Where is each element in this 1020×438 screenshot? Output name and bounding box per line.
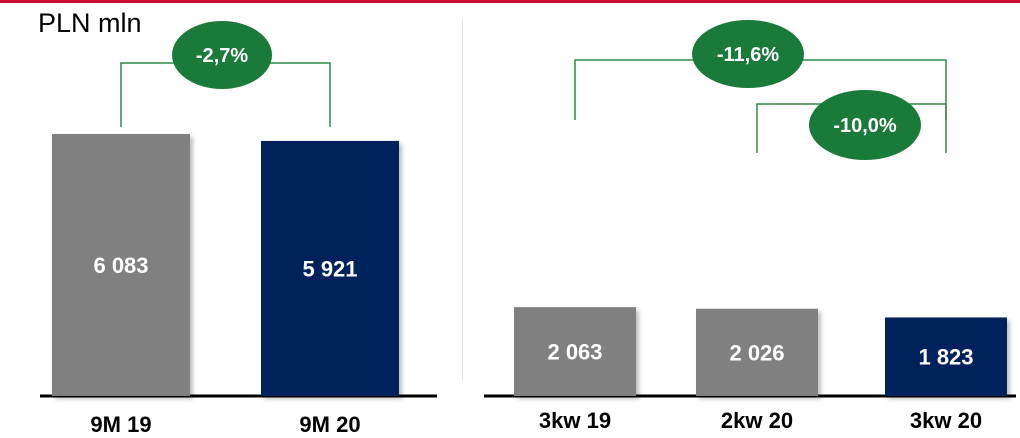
category-label: 9M 20 — [299, 412, 360, 437]
change-badge — [809, 90, 921, 160]
category-label: 2kw 20 — [721, 408, 793, 433]
change-badge — [692, 20, 804, 88]
change-label: -10,0% — [833, 115, 897, 137]
bar-9m-20 — [261, 140, 399, 396]
unit-label: PLN mln — [38, 8, 142, 38]
panel-divider — [462, 18, 463, 380]
bar-3kw-19 — [514, 307, 636, 396]
bar-3kw-20 — [885, 317, 1007, 396]
bar-value-label: 6 083 — [93, 253, 148, 278]
category-label: 3kw 19 — [539, 408, 611, 433]
bar-value-label: 1 823 — [918, 345, 973, 370]
bar-value-label: 2 026 — [729, 340, 784, 365]
category-label: 3kw 20 — [910, 408, 982, 433]
change-label: -11,6% — [717, 44, 779, 66]
bar-2kw-20 — [696, 308, 818, 396]
bar-value-label: 2 063 — [547, 340, 602, 365]
change-badge — [172, 21, 272, 89]
change-label: -2,7% — [196, 45, 248, 67]
category-label: 9M 19 — [90, 412, 151, 437]
top-accent-line — [0, 0, 1020, 3]
bar-value-label: 5 921 — [302, 256, 357, 281]
bar-9m-19 — [52, 133, 190, 396]
